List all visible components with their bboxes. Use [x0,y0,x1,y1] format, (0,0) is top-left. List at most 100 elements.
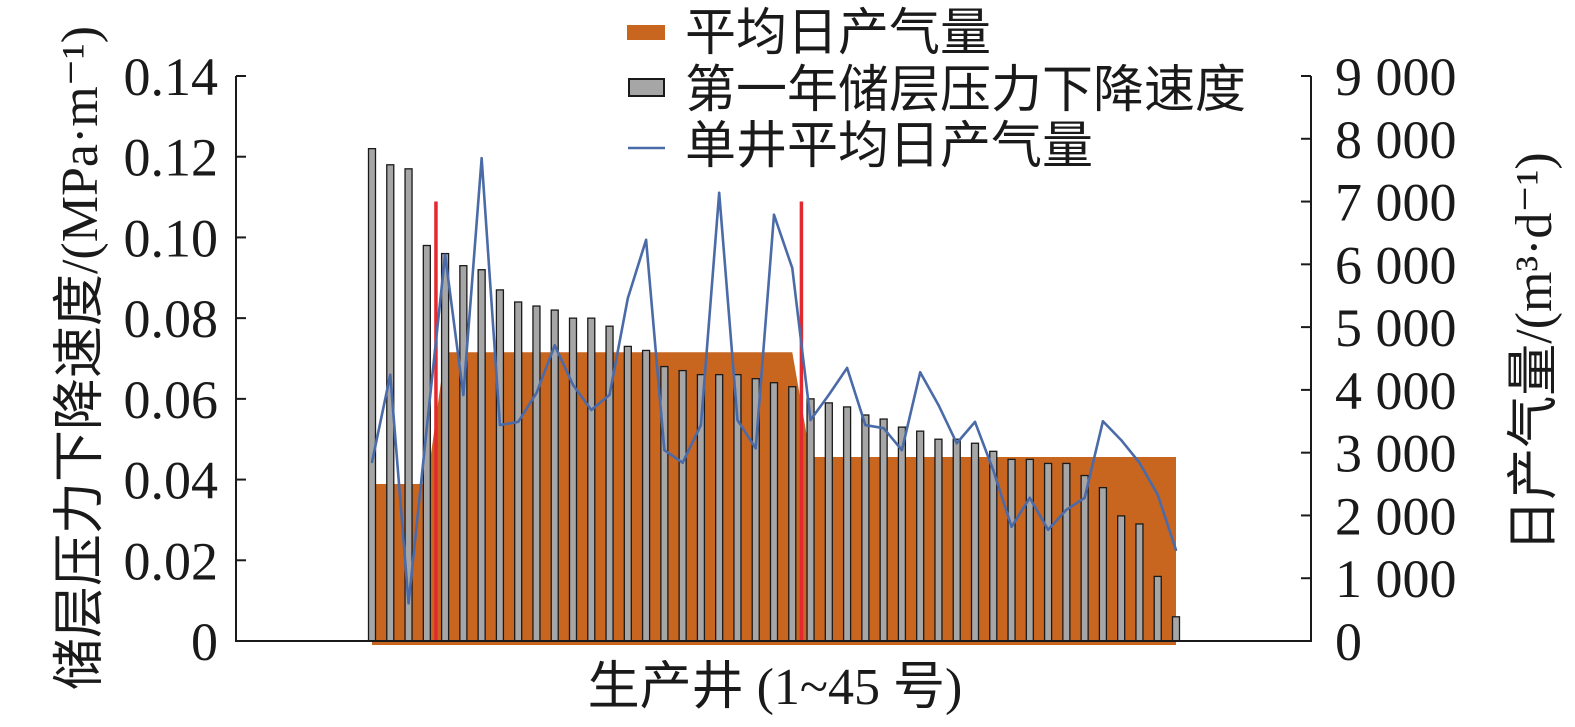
bar-pressure-drop-well-30 [897,426,907,642]
y-left-tick-label: 0.04 [124,451,219,511]
line-point-well-16 [644,238,648,242]
bar-pressure-drop-well-15 [623,345,632,642]
line-point-well-14 [608,393,611,397]
line-point-well-34 [973,420,977,424]
bar-pressure-drop-well-45 [1171,616,1181,642]
bar-pressure-drop-well-31 [916,430,925,642]
bar-pressure-drop-well-12 [568,317,578,642]
bar-pressure-drop-well-7 [477,269,486,642]
legend-label-area: 平均日产气量 [685,6,991,62]
bar-pressure-drop-well-11 [550,309,559,642]
bar-pressure-drop-well-38 [1043,462,1053,642]
y-left-tick-label: 0.06 [124,370,219,430]
line-point-well-12 [571,383,575,387]
bar-pressure-drop-well-16 [641,349,651,642]
y-left-tick-label: 0.14 [124,47,219,107]
bar-pressure-drop-well-28 [861,414,870,642]
line-point-well-41 [1101,420,1105,423]
line-point-well-22 [754,447,757,450]
legend-swatch-area [627,25,665,40]
line-point-well-32 [937,403,940,407]
y-left-ticks: 0 0.02 0.04 0.06 0.08 0.10 0.12 0.14 [124,47,246,672]
legend-label-bar: 第一年储层压力下降速度 [685,63,1246,119]
line-point-well-28 [864,423,867,427]
bar-pressure-drop-well-41 [1098,486,1108,642]
bar-pressure-drop-well-24 [788,386,797,642]
line-point-well-8 [498,423,502,427]
line-point-well-18 [681,461,684,464]
line-point-well-42 [1119,438,1123,442]
legend-label-line: 单井平均日产气量 [685,119,1093,175]
axes [235,76,1312,642]
bar-pressure-drop-well-39 [1062,462,1071,642]
bar-pressure-drop-well-29 [879,418,888,642]
bar-pressure-drop-well-42 [1117,515,1126,642]
y-left-tick-label: 0.08 [124,289,219,349]
line-point-well-1 [370,460,374,464]
bar-pressure-drop-well-34 [970,442,980,642]
bar-pressure-drop-well-43 [1135,523,1144,642]
line-point-well-5 [443,253,447,257]
line-point-well-24 [791,266,794,270]
legend: 平均日产气量 第一年储层压力下降速度 单井平均日产气量 [627,6,1246,175]
y-right-tick-label: 7 000 [1335,173,1457,233]
line-point-well-17 [663,448,666,452]
line-point-well-10 [535,391,538,395]
bar-pressure-drop-well-14 [605,325,614,642]
separator-layer [434,201,804,641]
line-point-well-33 [955,442,958,445]
y-right-tick-label: 3 000 [1335,424,1457,484]
line-point-well-38 [1046,528,1050,532]
y-left-tick-label: 0.12 [124,128,219,188]
line-point-well-6 [462,393,465,397]
y-left-axis-title: 储层压力下降速度/(MPa·m⁻¹) [52,26,109,690]
bar-pressure-drop-well-27 [842,406,852,642]
line-point-well-20 [717,191,721,194]
x-axis-title: 生产井 (1~45 号) [588,659,963,716]
line-point-well-39 [1065,508,1068,511]
y-right-axis-title: 日产气量/(m³·d⁻¹) [1506,152,1563,551]
bar-pressure-drop-well-36 [1007,458,1016,642]
line-point-well-37 [1028,496,1032,500]
y-left-tick-label: 0.10 [124,208,219,268]
line-point-well-11 [553,344,556,347]
line-point-well-30 [900,448,904,452]
line-point-well-36 [1010,525,1013,528]
bar-pressure-drop-well-26 [824,402,833,642]
line-point-well-3 [407,602,410,605]
bar-pressure-drop-well-32 [934,438,943,642]
bar-pressure-drop-well-10 [532,305,541,642]
bar-pressure-drop-well-23 [769,382,779,642]
bar-pressure-drop-well-20 [715,373,724,642]
line-point-well-9 [516,420,520,424]
bar-pressure-drop-well-9 [514,301,523,642]
y-right-tick-label: 4 000 [1335,361,1457,421]
y-right-tick-label: 0 [1335,612,1362,672]
y-right-tick-label: 5 000 [1335,298,1457,358]
line-point-well-43 [1138,461,1141,464]
y-right-tick-label: 9 000 [1335,47,1457,107]
bar-pressure-drop-well-6 [459,265,468,642]
legend-swatch-bar [628,78,665,97]
y-right-tick-label: 1 000 [1335,549,1457,609]
line-point-well-4 [425,426,429,429]
line-point-well-26 [827,393,831,397]
bar-pressure-drop-well-33 [952,438,961,642]
y-left-tick-label: 0.02 [124,531,219,591]
line-point-well-35 [992,469,995,472]
line-point-well-21 [736,418,739,422]
line-point-well-25 [809,418,812,422]
y-right-tick-label: 6 000 [1335,235,1457,295]
bar-pressure-drop-well-13 [587,317,596,642]
bar-pressure-drop-well-8 [495,289,505,642]
line-point-well-23 [772,213,776,216]
bar-pressure-drop-well-44 [1153,575,1162,642]
bar-pressure-drop-well-37 [1025,458,1034,642]
bar-pressure-drop-well-18 [678,369,687,642]
line-series-layer [370,156,1178,605]
bar-pressure-drop-well-1 [367,147,377,642]
y-right-tick-label: 8 000 [1335,110,1457,170]
line-point-well-2 [389,373,392,377]
